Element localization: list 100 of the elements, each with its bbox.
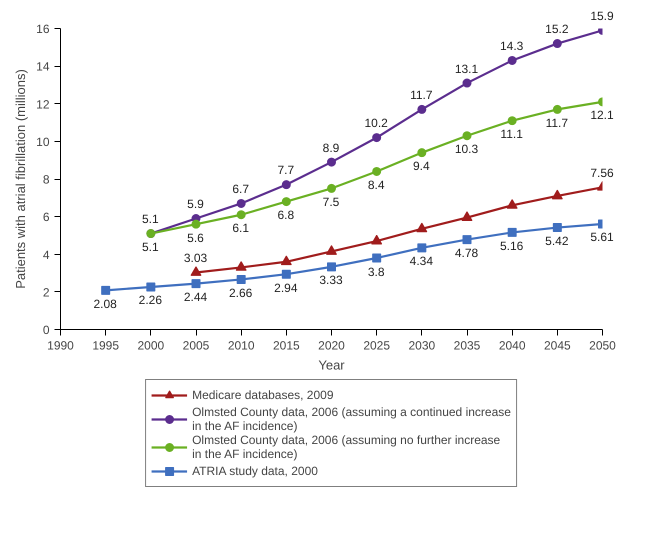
- x-tick-label: 2050: [589, 338, 616, 352]
- data-label: 5.42: [545, 234, 569, 248]
- y-tick-label: 14: [36, 60, 50, 74]
- point: [280, 256, 292, 266]
- data-label: 4.78: [454, 246, 478, 260]
- point: [236, 210, 246, 220]
- legend-label: Olmsted County data, 2006 (assuming a continued increase in the AF incidence): [192, 405, 511, 433]
- x-tick-label: 2000: [137, 338, 165, 352]
- point: [326, 245, 337, 255]
- y-tick-label: 2: [42, 285, 50, 300]
- point: [417, 104, 426, 114]
- point: [192, 220, 200, 229]
- x-tick-label: 2045: [544, 338, 572, 352]
- data-label: 15.9: [590, 8, 614, 23]
- y-tick-label: 0: [42, 323, 50, 337]
- point: [372, 166, 382, 176]
- data-label: 7.7: [277, 163, 294, 178]
- data-label: 6.7: [232, 182, 249, 196]
- data-label: 3.33: [319, 273, 343, 288]
- data-label: 5.1: [142, 212, 159, 226]
- x-tick-label: 1990: [47, 338, 74, 352]
- point: [462, 78, 472, 88]
- data-label: 5.9: [187, 197, 204, 211]
- point: [327, 184, 336, 193]
- legend-label: ATRIA study data, 2000: [192, 464, 318, 478]
- point: [462, 211, 472, 221]
- data-label: 2.26: [138, 293, 162, 308]
- data-label: 3.03: [184, 250, 208, 265]
- point: [552, 223, 562, 232]
- y-tick-label: 8: [42, 172, 50, 186]
- x-tick-label: 2030: [408, 338, 436, 352]
- y-axis-title: Patients with atrial fibrillation (millions): [13, 69, 28, 289]
- point: [417, 148, 426, 158]
- data-label: 11.7: [410, 88, 433, 102]
- data-label: 5.61: [590, 230, 614, 244]
- x-tick-label: 1995: [92, 338, 120, 352]
- x-tick-label: 2020: [318, 338, 346, 352]
- point: [417, 243, 426, 252]
- point: [101, 286, 110, 295]
- legend-label: Medicare databases, 2009: [192, 388, 334, 402]
- point: [462, 235, 472, 244]
- point: [236, 274, 246, 284]
- point: [462, 131, 472, 140]
- x-tick-label: 2025: [363, 338, 390, 352]
- point: [190, 266, 202, 276]
- point: [282, 197, 291, 206]
- data-label: 14.3: [500, 38, 524, 53]
- y-tick-label: 4: [42, 248, 50, 262]
- data-label: 13.1: [454, 62, 478, 76]
- point: [552, 104, 562, 114]
- point: [552, 39, 562, 48]
- data-label: 4.34: [410, 254, 434, 268]
- legend-label: Olmsted County data, 2006 (assuming no further increase in the AF incidence): [192, 433, 500, 461]
- data-label: 5.1: [142, 240, 159, 254]
- point: [146, 282, 156, 292]
- data-label: 10.3: [454, 142, 478, 156]
- x-tick-label: 2005: [182, 338, 210, 352]
- data-label: 3.8: [368, 264, 384, 278]
- point: [552, 190, 563, 200]
- data-label: 8.9: [322, 140, 340, 155]
- y-tick-label: 12: [36, 97, 50, 112]
- data-label: 2.08: [93, 296, 117, 311]
- data-label: 6.1: [232, 221, 249, 236]
- point: [508, 116, 517, 126]
- point: [282, 180, 291, 190]
- x-axis-title: Year: [318, 358, 346, 372]
- data-label: 7.56: [590, 166, 614, 180]
- x-tick-label: 2015: [272, 338, 300, 352]
- point: [372, 254, 382, 263]
- data-label: 5.16: [500, 238, 524, 253]
- x-tick-label: 2040: [498, 338, 526, 352]
- data-label: 2.44: [184, 290, 208, 304]
- y-tick-label: 6: [42, 210, 50, 224]
- data-label: 12.1: [590, 108, 614, 122]
- point: [327, 262, 336, 272]
- point: [327, 158, 336, 167]
- data-label: 5.6: [187, 230, 204, 245]
- point: [192, 279, 200, 288]
- data-label: 15.2: [545, 22, 569, 36]
- data-label: 10.2: [364, 116, 388, 130]
- point: [508, 56, 517, 65]
- y-tick-label: 16: [36, 22, 50, 36]
- data-label: 6.8: [277, 208, 294, 222]
- data-label: 11.7: [546, 116, 568, 130]
- point: [371, 234, 382, 244]
- point: [282, 270, 291, 279]
- data-label: 8.4: [368, 178, 384, 192]
- data-label: 2.66: [228, 286, 252, 300]
- point: [416, 222, 428, 232]
- point: [506, 199, 518, 209]
- data-label: 7.5: [322, 194, 340, 209]
- point: [508, 228, 517, 237]
- point: [372, 133, 382, 142]
- x-tick-label: 2010: [228, 338, 255, 352]
- x-tick-label: 2035: [454, 338, 481, 352]
- point: [236, 261, 247, 271]
- data-label: 2.94: [274, 280, 298, 295]
- y-tick-label: 10: [36, 134, 50, 149]
- data-label: 11.1: [500, 127, 523, 142]
- data-label: 9.4: [412, 159, 430, 174]
